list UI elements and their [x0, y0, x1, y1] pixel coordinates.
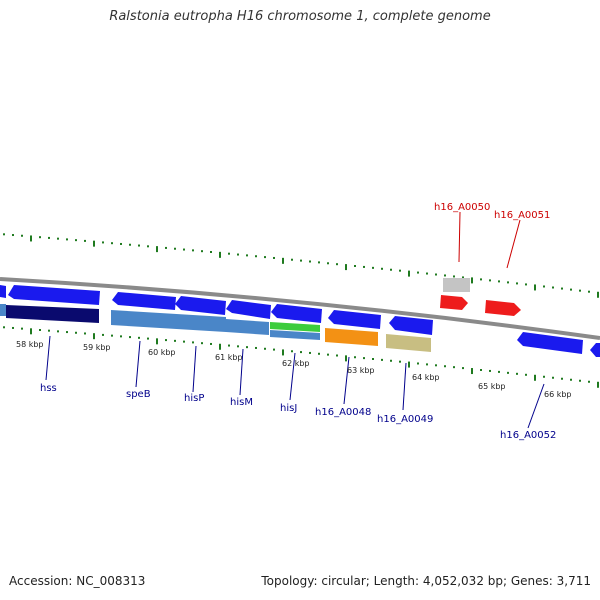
scale-label: 65 kbp [478, 382, 506, 391]
gene-arrow-right-edge[interactable] [590, 343, 600, 357]
gene-label-h16_A0051[interactable]: h16_A0051 [494, 210, 550, 221]
gene-arrow-hisP-partner[interactable] [175, 296, 226, 315]
gene-arrow-hisM-partner[interactable] [226, 300, 271, 319]
accession-label: Accession: NC_008313 [9, 574, 146, 588]
gene-arrow-h16_A0050[interactable] [440, 295, 468, 310]
gene-label-h16_A0050[interactable]: h16_A0050 [434, 202, 490, 213]
inner-tick-ring [3, 326, 599, 388]
gene-label-h16_A0052[interactable]: h16_A0052 [500, 430, 556, 441]
scale-label: 64 kbp [412, 373, 440, 382]
map-title: Ralstonia eutropha H16 chromosome 1, com… [109, 9, 491, 24]
outer-tick-ring [3, 233, 599, 298]
gene-labels: hss speB hisP hisM hisJ h16_A0048 h16_A0… [40, 383, 556, 441]
gene-label-hisJ[interactable]: hisJ [280, 403, 297, 414]
label-leaders-red [458, 211, 521, 269]
scale-label: 63 kbp [347, 366, 375, 375]
gene-block-hss[interactable] [6, 305, 99, 323]
gene-label-hss[interactable]: hss [40, 383, 57, 394]
scale-label: 59 kbp [83, 343, 111, 352]
gene-arrow-h16_A0051[interactable] [485, 300, 521, 316]
scale-label: 58 kbp [16, 340, 44, 349]
gene-block-hisJ-bottom[interactable] [270, 330, 320, 340]
gene-labels-red: h16_A0050 h16_A0051 [434, 202, 550, 221]
gene-arrow-left-edge[interactable] [0, 285, 6, 298]
gene-arrow-hisJ-partner[interactable] [271, 304, 322, 323]
gene-label-hisP[interactable]: hisP [184, 393, 204, 404]
gene-label-h16_A0049[interactable]: h16_A0049 [377, 414, 433, 425]
gene-arrow-h16_A0048-partner[interactable] [328, 310, 381, 329]
gene-arrow-h16_A0052[interactable] [517, 332, 583, 354]
gene-block-hisM[interactable] [226, 319, 269, 335]
scale-label: 61 kbp [215, 353, 243, 362]
scale-label: 66 kbp [544, 390, 572, 399]
gene-label-hisM[interactable]: hisM [230, 397, 253, 408]
scale-label: 60 kbp [148, 348, 176, 357]
scale-labels: 58 kbp 59 kbp 60 kbp 61 kbp 62 kbp 63 kb… [16, 340, 572, 399]
genome-summary: Topology: circular; Length: 4,052,032 bp… [261, 574, 591, 588]
gene-block-speB[interactable] [111, 310, 226, 332]
gene-block-gray[interactable] [443, 278, 470, 292]
scale-label: 62 kbp [282, 359, 310, 368]
gene-arrow-speB-partner[interactable] [112, 292, 176, 310]
gene-block-hisJ-top[interactable] [270, 322, 320, 332]
gene-row-inner [0, 304, 431, 352]
label-leaders [45, 335, 545, 429]
gene-label-h16_A0048[interactable]: h16_A0048 [315, 407, 371, 418]
gene-row-outer [0, 278, 600, 357]
chromosome-backbone [0, 277, 600, 340]
gene-block-h16_A0048[interactable] [325, 328, 378, 346]
gene-label-speB[interactable]: speB [126, 389, 151, 400]
gene-arrow-h16_A0049-partner[interactable] [389, 316, 433, 335]
gene-block-left-edge[interactable] [0, 304, 6, 316]
gene-block-h16_A0049[interactable] [386, 334, 431, 352]
gene-arrow-hss-partner[interactable] [8, 285, 100, 305]
